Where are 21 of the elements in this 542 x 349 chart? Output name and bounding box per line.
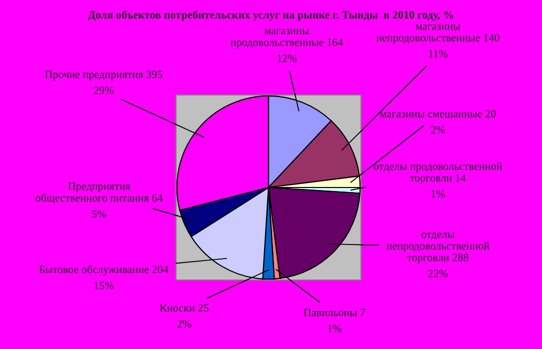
data-label: 2% [177, 320, 192, 328]
data-label: 1% [328, 324, 342, 332]
slice-label: отделы непродовольственной торговли 288 [386, 232, 490, 264]
slice-label: магазины продовольственные 164 [230, 29, 344, 48]
slice-label: Прочие предприятия 395 [45, 70, 162, 80]
slice-label: магазины непродовольственные 140 [376, 24, 500, 44]
data-label: 29% [94, 86, 114, 94]
data-label: 22% [428, 270, 448, 278]
slice-label: Предприятия общественного питания 64 [36, 182, 163, 204]
slice-label: Павильоны 7 [304, 308, 366, 316]
slice-label: магазины смешанные 20 [380, 110, 496, 118]
data-label: 1% [432, 190, 445, 198]
data-label: 12% [278, 54, 297, 62]
slice-label: Киоски 25 [160, 304, 208, 312]
slice-label: отделы продовольственной торговли 14 [374, 162, 502, 184]
data-label: 5% [92, 210, 106, 218]
data-label: 2% [431, 126, 445, 134]
chart-title: Доля объектов потребительских услуг на рынке г. Тынды в 2010 году, % [88, 10, 454, 21]
data-label: 15% [94, 282, 114, 290]
data-label: 11% [428, 50, 448, 58]
slice-label: Бытовое обслуживание 204 [39, 265, 168, 276]
